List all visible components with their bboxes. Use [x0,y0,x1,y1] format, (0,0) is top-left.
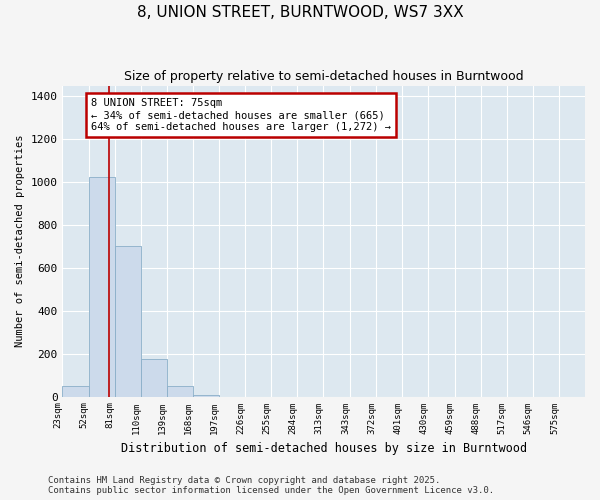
Y-axis label: Number of semi-detached properties: Number of semi-detached properties [15,135,25,348]
Bar [140,359,167,397]
Text: 8, UNION STREET, BURNTWOOD, WS7 3XX: 8, UNION STREET, BURNTWOOD, WS7 3XX [137,5,463,20]
Bar [62,386,89,396]
Bar [89,176,115,396]
X-axis label: Distribution of semi-detached houses by size in Burntwood: Distribution of semi-detached houses by … [121,442,527,455]
Bar [115,246,140,396]
Title: Size of property relative to semi-detached houses in Burntwood: Size of property relative to semi-detach… [124,70,524,83]
Bar [167,386,193,396]
Text: Contains HM Land Registry data © Crown copyright and database right 2025.
Contai: Contains HM Land Registry data © Crown c… [48,476,494,495]
Text: 8 UNION STREET: 75sqm
← 34% of semi-detached houses are smaller (665)
64% of sem: 8 UNION STREET: 75sqm ← 34% of semi-deta… [91,98,391,132]
